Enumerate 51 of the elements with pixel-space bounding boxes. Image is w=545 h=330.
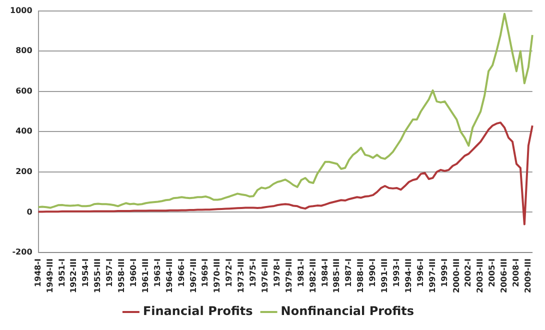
x-tick-label: 1967-III xyxy=(188,258,198,293)
y-tick-label: 200 xyxy=(16,167,33,176)
x-tick-label: 2000-III xyxy=(452,258,461,293)
x-tick-label: 1991-III xyxy=(380,258,390,293)
x-tick-label: 1979-III xyxy=(284,258,294,293)
x-tick-label: 1957-I xyxy=(105,258,114,288)
y-tick-label: 0 xyxy=(26,207,33,216)
x-tick-label: 1987-I xyxy=(344,258,354,288)
x-tick-label: 1969-I xyxy=(200,258,210,288)
x-tick-label: 1993-I xyxy=(392,258,401,288)
x-tick-label: 1955-III xyxy=(93,258,102,293)
x-tick-label: 2002-I xyxy=(464,258,473,288)
legend-label: Nonfinancial Profits xyxy=(280,304,414,318)
x-tick-label: 1978-I xyxy=(272,258,282,288)
x-tick-label: 1963-I xyxy=(152,258,162,288)
x-tick-label: 1948-I xyxy=(33,258,42,288)
y-tick-label: -200 xyxy=(12,248,33,257)
x-tick-label: 1949-III xyxy=(45,258,54,293)
x-tick-label: 1988-III xyxy=(356,258,366,293)
x-tick-label: 2005-I xyxy=(488,258,497,288)
x-tick-label: 1973-III xyxy=(236,258,246,293)
x-tick-label: 1958-III xyxy=(117,258,126,293)
x-tick-label: 1976-III xyxy=(260,258,270,293)
y-tick-label: 600 xyxy=(16,86,33,96)
legend-label: Financial Profits xyxy=(142,304,253,318)
y-tick-label: 1000 xyxy=(10,6,33,15)
x-tick-label: 1972-I xyxy=(224,258,234,288)
x-tick-label: 1966-I xyxy=(176,258,186,288)
y-tick-label: 400 xyxy=(16,126,33,136)
x-tick-label: 1952-III xyxy=(69,258,78,293)
x-tick-label: 1999-I xyxy=(440,258,449,288)
x-tick-label: 2003-III xyxy=(476,258,485,293)
x-tick-label: 2008-I xyxy=(512,258,521,288)
x-tick-label: 1960-I xyxy=(128,258,138,288)
x-tick-label: 2006-III xyxy=(500,258,509,293)
x-tick-label: 1961-III xyxy=(140,258,150,293)
x-tick-label: 1985-III xyxy=(332,258,342,293)
x-tick-label: 1981-I xyxy=(296,258,306,288)
x-tick-label: 2009-III xyxy=(523,258,532,293)
x-tick-label: 1984-I xyxy=(320,258,330,288)
x-tick-label: 1996-I xyxy=(416,258,425,288)
x-tick-label: 1990-I xyxy=(368,258,378,288)
x-tick-label: 1970-III xyxy=(212,258,222,293)
x-tick-label: 1997-III xyxy=(428,258,437,293)
y-tick-label: 800 xyxy=(16,46,33,56)
x-tick-label: 1964-III xyxy=(164,258,174,293)
x-tick-label: 1951-I xyxy=(57,258,66,288)
x-tick-label: 1954-I xyxy=(81,258,90,288)
x-tick-label: 1994-III xyxy=(404,258,413,293)
x-tick-label: 1982-III xyxy=(308,258,318,293)
x-tick-label: 1975-I xyxy=(248,258,258,288)
